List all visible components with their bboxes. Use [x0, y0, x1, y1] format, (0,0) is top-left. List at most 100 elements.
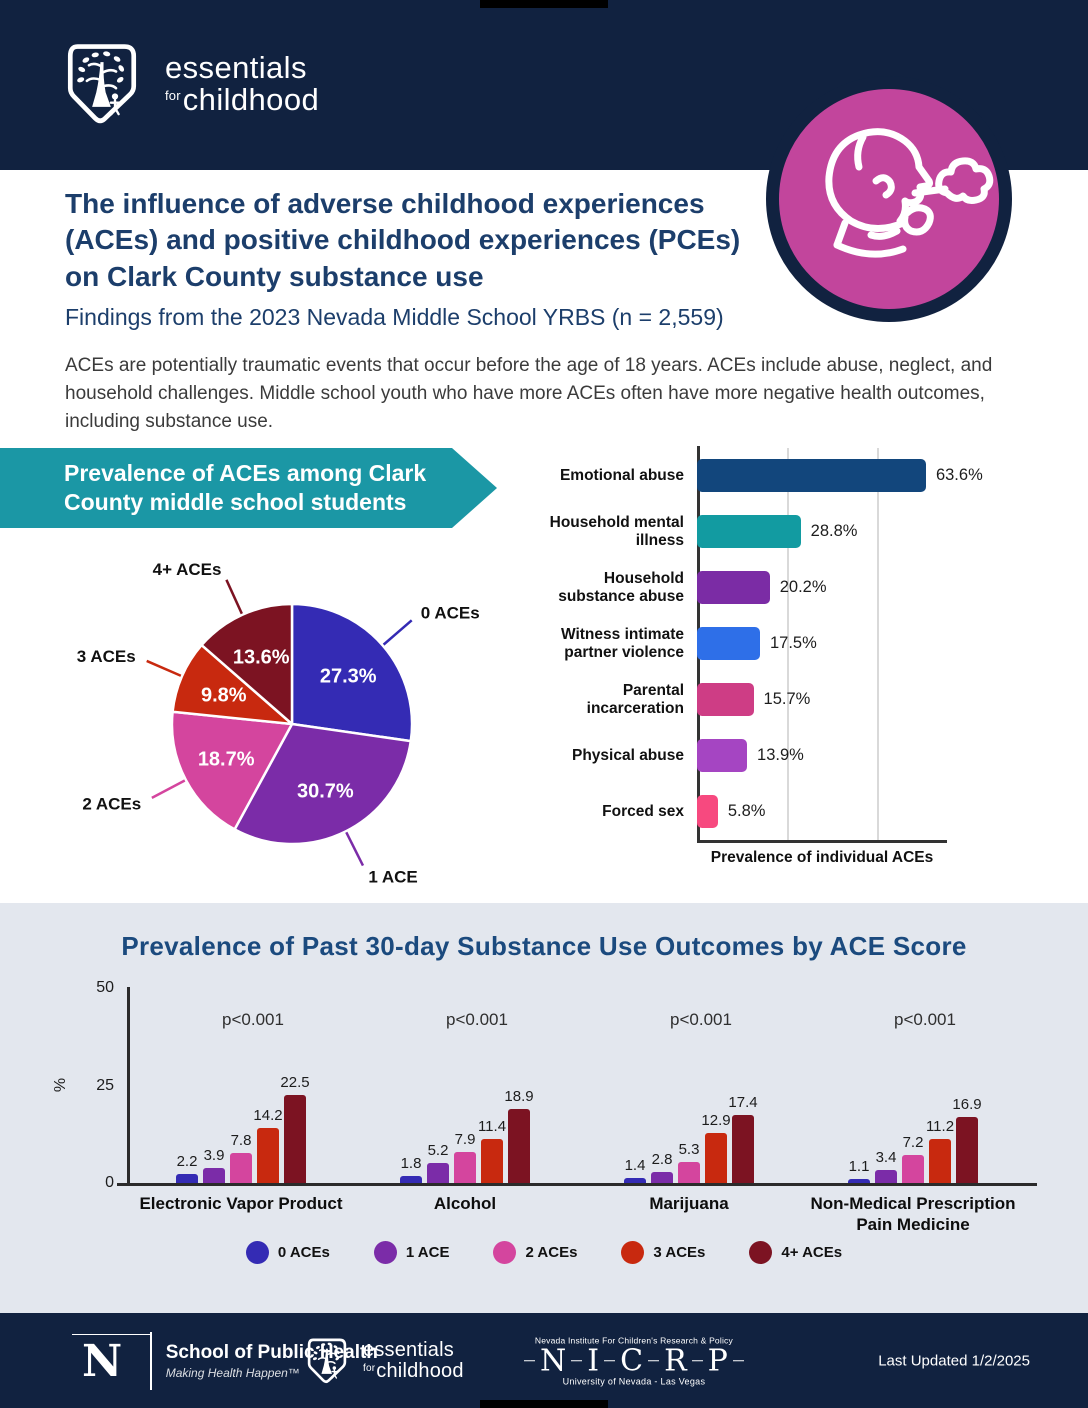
pie-value-label: 13.6% — [233, 646, 290, 668]
grouped-value-label: 1.4 — [624, 1156, 646, 1174]
hbar-bar-Parental incarceration — [697, 683, 754, 716]
pie-slice-name: 3 ACEs — [77, 647, 136, 666]
nicrp-rule — [732, 1359, 744, 1362]
grouped-bar-3 ACEs — [929, 1139, 951, 1183]
legend-label: 1 ACE — [405, 1244, 450, 1261]
grouped-value-label: 14.2 — [253, 1106, 283, 1124]
legend-item-4+ ACEs: 4+ ACEs — [749, 1241, 842, 1264]
nicrp-rule — [691, 1359, 703, 1362]
smoking-child-icon — [766, 76, 1012, 322]
hbar-value-label: 28.8% — [810, 522, 858, 540]
hbar-category-label: Emotional abuse — [559, 467, 684, 485]
grouped-y-tick: 0 — [105, 1174, 114, 1191]
legend-color-dot — [493, 1241, 517, 1264]
nicrp-rule — [524, 1359, 535, 1362]
legend-label: 2 ACEs — [525, 1244, 578, 1261]
grouped-bar-4+ ACEs — [956, 1117, 978, 1183]
nicrp-rule — [648, 1359, 660, 1362]
pie-leader-line — [146, 659, 182, 677]
efc-word2: childhood — [182, 82, 320, 117]
grouped-y-axis — [127, 987, 130, 1185]
nicrp-full-name: Nevada Institute For Children's Research… — [534, 1334, 733, 1345]
grouped-category-label: Marijuana — [649, 1194, 729, 1213]
nicrp-letter: P — [707, 1342, 728, 1378]
efc-tree-logo-icon — [305, 1334, 349, 1388]
hbar-bar-Witness intimate partner violence — [697, 627, 760, 660]
grouped-y-axis-label: % — [52, 1077, 70, 1092]
legend-item-3 ACEs: 3 ACEs — [621, 1241, 705, 1264]
nicrp-rule — [571, 1359, 583, 1362]
grouped-bar-4+ ACEs — [284, 1095, 306, 1184]
hbar-category-label: Parental incarceration — [586, 682, 684, 717]
grouped-value-label: 22.5 — [280, 1074, 310, 1092]
unr-school-of-public-health-logo: N School of Public Health Making Health … — [72, 1331, 378, 1390]
footer-band: N School of Public Health Making Health … — [0, 1313, 1088, 1408]
page-title: The influence of adverse childhood exper… — [65, 188, 741, 292]
legend-color-dot — [373, 1241, 397, 1264]
grouped-value-label: 11.2 — [925, 1118, 955, 1136]
hbar-value-label: 17.5% — [770, 634, 817, 652]
grouped-value-label: 5.3 — [678, 1141, 700, 1159]
hbar-bar-Household substance abuse — [697, 571, 770, 604]
bottom-page-marker — [480, 1400, 608, 1408]
grouped-bar-1 ACE — [875, 1169, 897, 1184]
nicrp-letter: R — [664, 1342, 687, 1378]
legend-item-1 ACE: 1 ACE — [373, 1241, 450, 1264]
grouped-p-value: p<0.001 — [222, 1010, 284, 1029]
grouped-value-label: 2.8 — [651, 1151, 673, 1169]
substance-use-section: Prevalence of Past 30-day Substance Use … — [0, 903, 1088, 1313]
grouped-p-value: p<0.001 — [670, 1010, 732, 1029]
pie-slice-3 ACEs — [171, 643, 294, 726]
grouped-bar-4+ ACEs — [508, 1109, 530, 1183]
pie-leader-line — [151, 779, 186, 799]
efc-wordmark: essentials forchildhood — [165, 52, 319, 115]
pie-value-label: 18.7% — [198, 749, 255, 771]
nicrp-logo: Nevada Institute For Children's Research… — [524, 1334, 744, 1387]
legend-color-dot — [621, 1241, 645, 1264]
grouped-value-label: 5.2 — [427, 1141, 449, 1159]
grouped-bar-2 ACEs — [902, 1154, 924, 1183]
hbar-value-label: 20.2% — [779, 578, 827, 596]
nicrp-letter: C — [620, 1342, 644, 1378]
hbar-bar-Physical abuse — [697, 739, 747, 772]
pie-value-label: 30.7% — [297, 781, 354, 803]
hbar-bar-Household mental illness — [697, 515, 801, 548]
page-subtitle: Findings from the 2023 Nevada Middle Sch… — [65, 304, 724, 330]
hbar-category-label: Physical abuse — [571, 747, 684, 765]
nicrp-letter: I — [587, 1342, 600, 1378]
legend-label: 3 ACEs — [653, 1244, 706, 1261]
hbar-category-labels: Emotional abuse Household mental illness H… — [537, 448, 697, 840]
grouped-bar-1 ACE — [203, 1167, 225, 1183]
grouped-value-label: 18.9 — [504, 1088, 534, 1106]
last-updated-text: Last Updated 1/2/2025 — [878, 1352, 1030, 1369]
legend-color-dot — [749, 1241, 773, 1264]
efc-word-for: for — [165, 88, 181, 103]
grouped-bar-0 ACEs — [848, 1178, 870, 1183]
pie-value-label: 9.8% — [201, 684, 247, 706]
grouped-category-label: Alcohol — [433, 1194, 497, 1213]
legend-label: 4+ ACEs — [781, 1244, 843, 1261]
grouped-value-label: 1.8 — [400, 1154, 422, 1172]
hbar-bar-Emotional abuse — [697, 459, 926, 492]
pie-leader-line — [225, 579, 243, 615]
essentials-for-childhood-logo: essentials forchildhood — [63, 36, 319, 132]
grouped-bar-1 ACE — [427, 1162, 449, 1184]
grouped-value-label: 7.9 — [454, 1131, 476, 1149]
section-banner-text: Prevalence of ACEs among Clark County mi… — [64, 460, 427, 515]
hbar-value-label: 13.9% — [757, 746, 804, 764]
unr-tagline: Making Health Happen™ — [165, 1365, 300, 1380]
grouped-value-label: 17.4 — [728, 1094, 758, 1112]
grouped-value-label: 11.4 — [477, 1117, 507, 1135]
grouped-value-label: 3.4 — [875, 1148, 897, 1166]
pie-slice-2 ACEs — [170, 710, 294, 831]
legend-item-0 ACEs: 0 ACEs — [245, 1241, 330, 1264]
grouped-bar-2 ACEs — [678, 1162, 700, 1184]
nicrp-university: University of Nevada - Las Vegas — [562, 1376, 706, 1387]
grouped-value-label: 7.8 — [230, 1131, 252, 1149]
legend-item-2 ACEs: 2 ACEs — [493, 1241, 577, 1264]
grouped-bar-0 ACEs — [176, 1174, 198, 1183]
grouped-bar-3 ACEs — [257, 1127, 279, 1183]
grouped-value-label: 3.9 — [203, 1146, 225, 1164]
unr-n-icon: N — [72, 1333, 151, 1388]
pie-value-label: 27.3% — [320, 665, 377, 687]
